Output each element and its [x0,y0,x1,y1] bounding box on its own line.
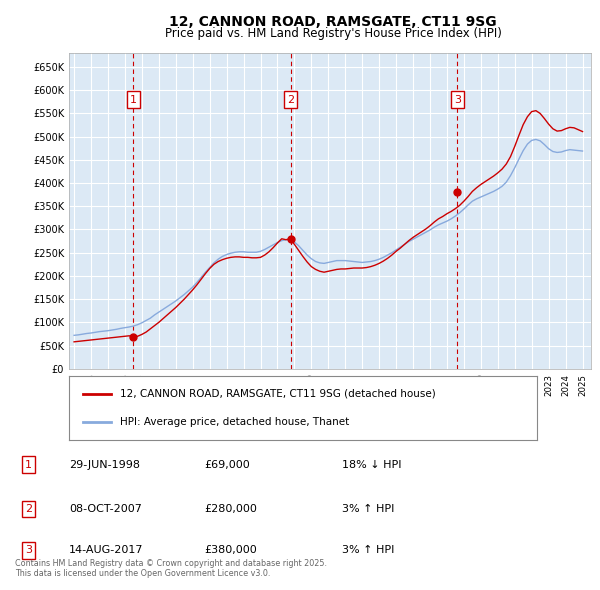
Text: 14-AUG-2017: 14-AUG-2017 [69,546,143,555]
Text: Contains HM Land Registry data © Crown copyright and database right 2025.
This d: Contains HM Land Registry data © Crown c… [15,559,327,578]
Text: 1: 1 [25,460,32,470]
Text: 29-JUN-1998: 29-JUN-1998 [69,460,140,470]
Text: 2: 2 [287,94,294,104]
Text: 08-OCT-2007: 08-OCT-2007 [69,504,142,514]
Text: 12, CANNON ROAD, RAMSGATE, CT11 9SG: 12, CANNON ROAD, RAMSGATE, CT11 9SG [169,15,497,29]
Text: 1: 1 [130,94,137,104]
Text: Price paid vs. HM Land Registry's House Price Index (HPI): Price paid vs. HM Land Registry's House … [164,27,502,40]
Text: 3% ↑ HPI: 3% ↑ HPI [342,546,394,555]
Text: 3: 3 [454,94,461,104]
Text: 2: 2 [25,504,32,514]
Text: 3% ↑ HPI: 3% ↑ HPI [342,504,394,514]
Text: £69,000: £69,000 [204,460,250,470]
Text: HPI: Average price, detached house, Thanet: HPI: Average price, detached house, Than… [121,417,350,427]
Text: 18% ↓ HPI: 18% ↓ HPI [342,460,401,470]
Text: 12, CANNON ROAD, RAMSGATE, CT11 9SG (detached house): 12, CANNON ROAD, RAMSGATE, CT11 9SG (det… [121,389,436,399]
Text: £380,000: £380,000 [204,546,257,555]
Text: £280,000: £280,000 [204,504,257,514]
Text: 3: 3 [25,546,32,555]
